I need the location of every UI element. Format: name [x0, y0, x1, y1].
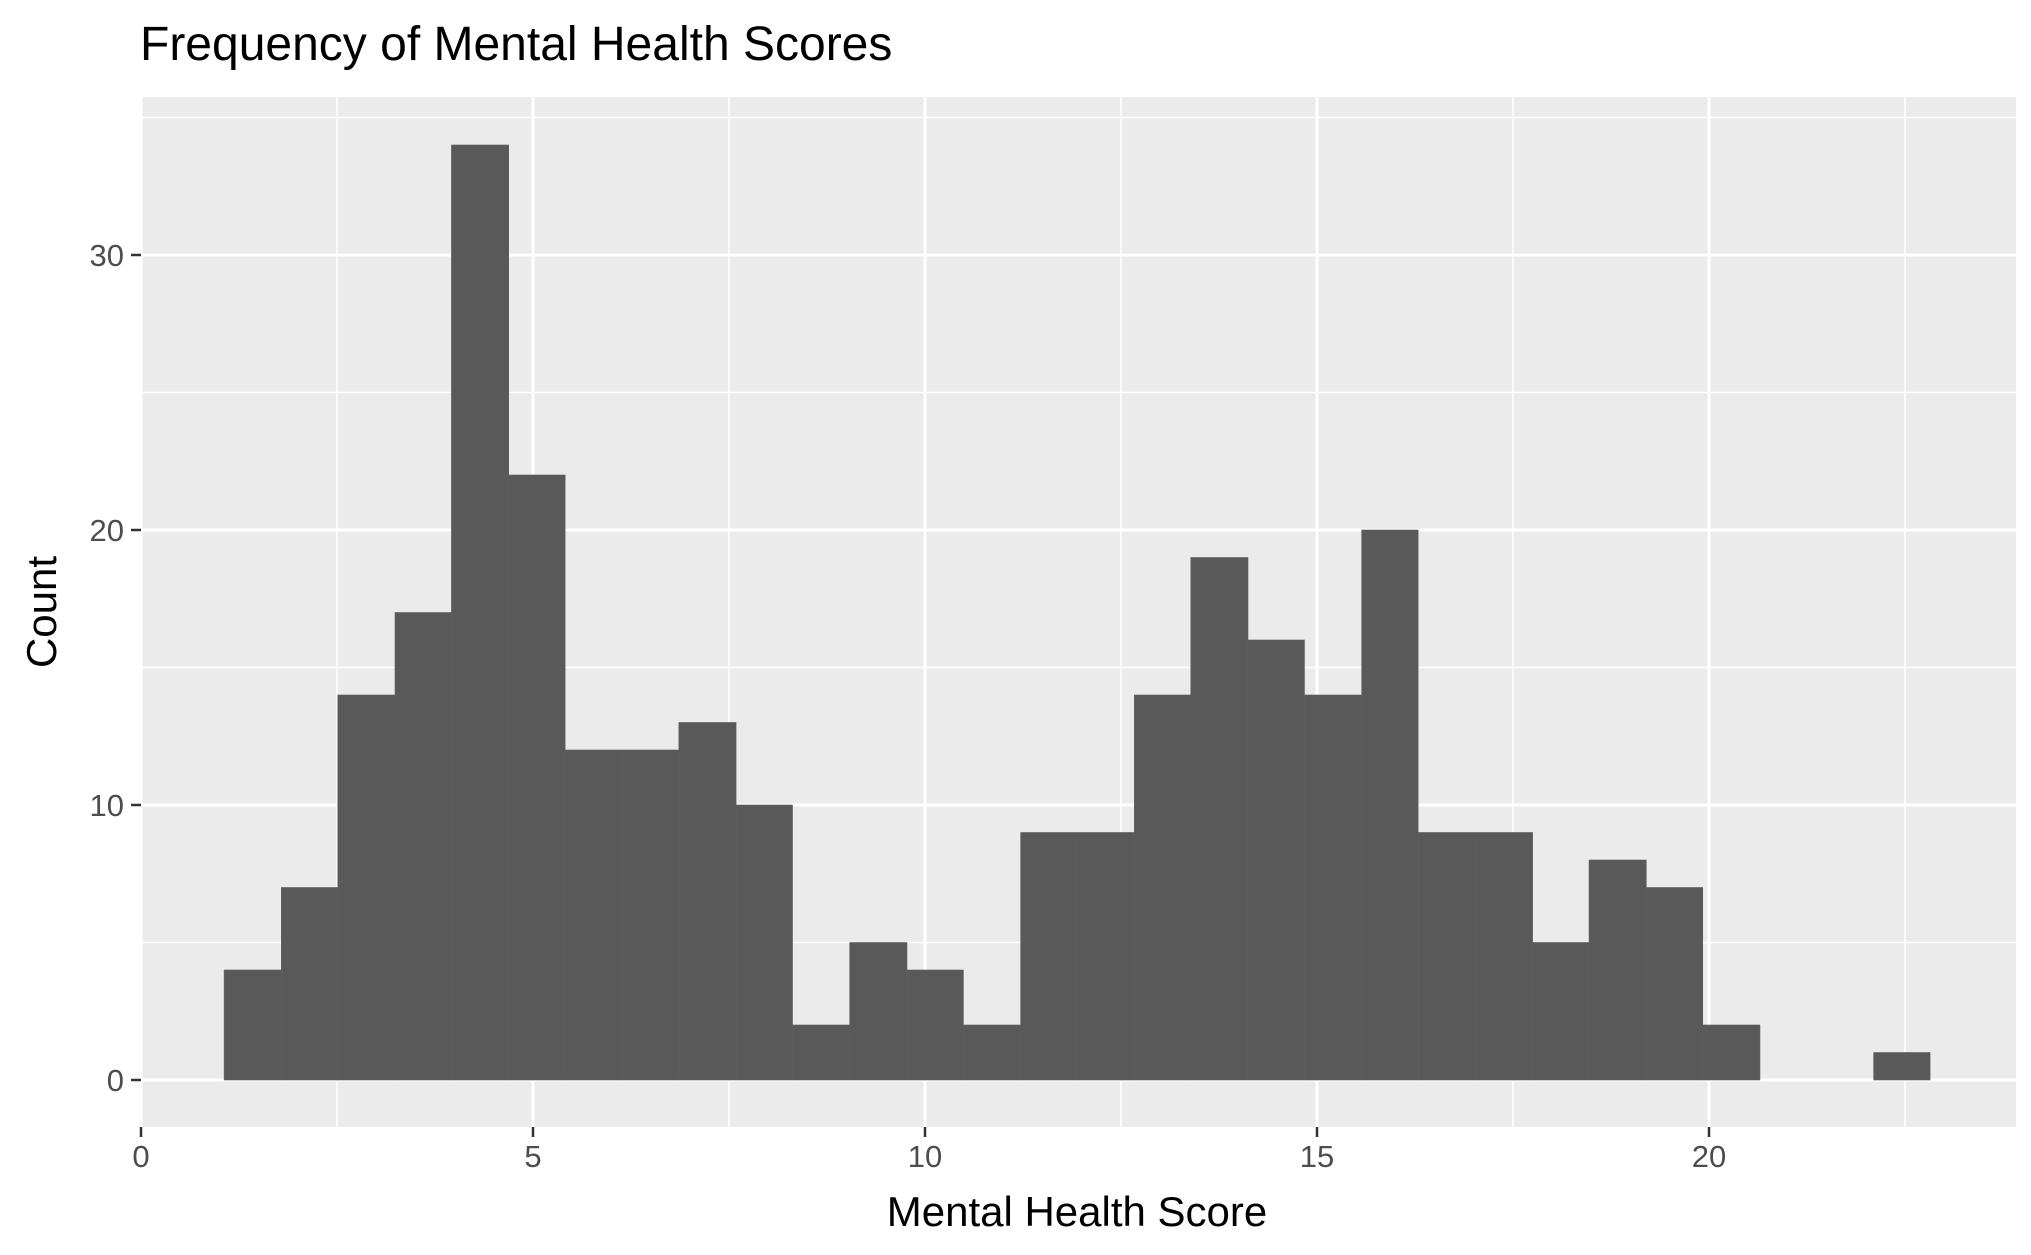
- histogram-bar: [451, 144, 509, 1081]
- y-tick-label: 20: [90, 513, 124, 548]
- x-axis-title: Mental Health Score: [887, 1188, 1268, 1235]
- histogram-bar: [1190, 557, 1249, 1081]
- histogram-bar: [281, 887, 339, 1081]
- x-tick-label: 15: [1300, 1139, 1334, 1174]
- histogram-bar: [1702, 1024, 1761, 1081]
- histogram-bar: [508, 474, 566, 1081]
- x-tick-label: 5: [524, 1139, 541, 1174]
- histogram-bar: [1304, 694, 1362, 1081]
- histogram-bar: [906, 969, 964, 1081]
- y-tick-label: 0: [107, 1063, 124, 1098]
- y-axis: 0 10 20 30: [90, 238, 141, 1098]
- x-tick-label: 10: [908, 1139, 942, 1174]
- histogram-bar: [849, 942, 908, 1081]
- y-tick-label: 30: [90, 238, 124, 273]
- histogram-bar: [1532, 942, 1590, 1081]
- histogram-bar: [1247, 639, 1305, 1081]
- histogram-bar: [1475, 832, 1533, 1081]
- x-tick-label: 0: [132, 1139, 149, 1174]
- histogram-bar: [1361, 529, 1419, 1081]
- y-tick-label: 10: [90, 788, 124, 823]
- histogram-bar: [1020, 832, 1078, 1081]
- histogram-bar: [678, 722, 737, 1081]
- histogram-bar: [1645, 887, 1704, 1081]
- histogram-bar: [564, 749, 623, 1081]
- histogram-bar: [1076, 832, 1135, 1081]
- histogram-bar: [622, 749, 680, 1081]
- histogram-bar: [1873, 1052, 1931, 1081]
- histogram-bar: [337, 694, 396, 1081]
- chart-title: Frequency of Mental Health Scores: [140, 18, 892, 71]
- histogram-bar: [792, 1024, 851, 1081]
- histogram-bar: [963, 1024, 1021, 1081]
- histogram-bar: [1588, 859, 1647, 1081]
- histogram-bar: [1134, 694, 1192, 1081]
- x-tick-label: 20: [1692, 1139, 1726, 1174]
- x-axis: 0 5 10 15 20: [132, 1127, 1726, 1174]
- histogram-bar: [735, 804, 793, 1081]
- histogram-bar: [1417, 832, 1476, 1081]
- histogram-bars: [223, 144, 1931, 1081]
- histogram-bar: [223, 969, 282, 1081]
- histogram-bar: [394, 612, 452, 1081]
- y-axis-title: Count: [18, 556, 65, 668]
